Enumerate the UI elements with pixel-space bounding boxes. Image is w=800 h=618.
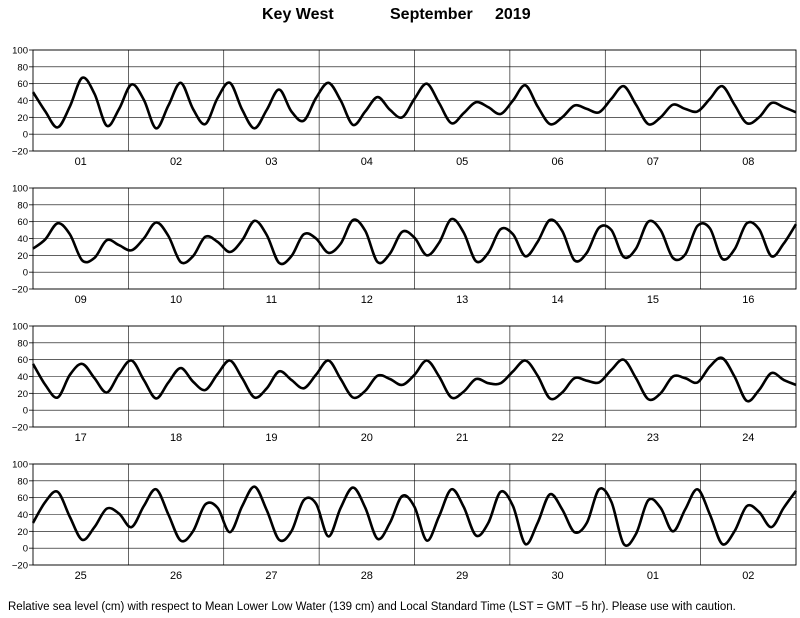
station-name: Key West <box>262 6 334 23</box>
day-label: 25 <box>75 570 87 582</box>
y-tick-label: 100 <box>12 184 28 195</box>
day-label: 17 <box>75 432 87 444</box>
day-label: 16 <box>742 294 754 306</box>
y-tick-label: 60 <box>17 79 28 90</box>
y-tick-label: 60 <box>17 217 28 228</box>
day-label: 11 <box>266 294 277 306</box>
y-tick-label: 20 <box>17 527 28 538</box>
day-label: 13 <box>456 294 468 306</box>
y-tick-label: 40 <box>17 234 28 245</box>
sea-level-series <box>31 485 798 547</box>
day-label: 10 <box>170 294 182 306</box>
day-label: 09 <box>75 294 87 306</box>
day-label: 02 <box>170 156 182 168</box>
day-label: 03 <box>265 156 277 168</box>
day-label: 27 <box>265 570 277 582</box>
y-tick-label: 0 <box>23 130 28 141</box>
panel-1: −20 0 20 40 60 80 100 01 02 03 04 05 06 07 08 <box>12 46 797 168</box>
day-label: 18 <box>170 432 182 444</box>
y-tick-label: 0 <box>23 268 28 279</box>
y-tick-label: 60 <box>17 355 28 366</box>
sea-level-series <box>31 76 797 130</box>
sea-level-series <box>32 217 798 266</box>
sea-level-series <box>31 356 797 403</box>
day-label: 14 <box>551 294 563 306</box>
panel-3: −20 0 20 40 60 80 100 17 18 19 20 21 22 23 24 <box>12 322 797 444</box>
footer-caption: Relative sea level (cm) with respect to … <box>8 601 736 613</box>
panel-2: −20 0 20 40 60 80 100 09 10 11 12 13 14 15 16 <box>12 184 798 306</box>
y-tick-label: −20 <box>12 147 28 158</box>
panel-frame <box>32 187 797 290</box>
day-label: 15 <box>647 294 659 306</box>
day-label: 22 <box>551 432 563 444</box>
day-label: 19 <box>265 432 277 444</box>
panel-4: −20 0 20 40 60 80 100 25 26 27 28 29 30 01 02 <box>12 460 798 582</box>
day-label: 29 <box>456 570 468 582</box>
y-tick-label: 100 <box>12 46 28 57</box>
y-tick-label: 80 <box>17 62 28 73</box>
y-tick-label: 40 <box>17 96 28 107</box>
chart-title: Key West September 2019 <box>0 6 800 28</box>
y-tick-label: 20 <box>17 389 28 400</box>
day-label: 26 <box>170 570 182 582</box>
day-label: 01 <box>647 570 659 582</box>
y-tick-label: 20 <box>17 113 28 124</box>
panel-frame <box>32 463 797 566</box>
y-tick-label: 40 <box>17 372 28 383</box>
y-tick-label: 80 <box>17 476 28 487</box>
day-label: 20 <box>361 432 373 444</box>
day-label: 30 <box>551 570 563 582</box>
y-tick-label: 20 <box>17 251 28 262</box>
y-tick-label: 80 <box>17 338 28 349</box>
y-tick-label: 100 <box>12 322 28 333</box>
day-label: 24 <box>742 432 754 444</box>
day-label: 21 <box>456 432 468 444</box>
day-label: 02 <box>742 570 754 582</box>
day-label: 28 <box>361 570 373 582</box>
y-tick-label: 40 <box>17 510 28 521</box>
y-tick-label: 80 <box>17 200 28 211</box>
day-label: 06 <box>551 156 563 168</box>
y-tick-label: 0 <box>23 544 28 555</box>
y-tick-label: 60 <box>17 493 28 504</box>
y-tick-label: −20 <box>12 285 28 296</box>
title-month: September <box>390 6 473 23</box>
day-label: 12 <box>361 294 373 306</box>
day-label: 23 <box>647 432 659 444</box>
day-label: 08 <box>742 156 754 168</box>
panel-frame <box>32 49 797 152</box>
day-label: 01 <box>75 156 87 168</box>
y-tick-label: 100 <box>12 460 28 471</box>
day-label: 05 <box>456 156 468 168</box>
y-tick-label: 0 <box>23 406 28 417</box>
y-tick-label: −20 <box>12 561 28 572</box>
title-year: 2019 <box>495 6 531 23</box>
y-tick-label: −20 <box>12 423 28 434</box>
day-label: 04 <box>361 156 373 168</box>
panel-frame <box>32 325 797 428</box>
day-label: 07 <box>647 156 659 168</box>
